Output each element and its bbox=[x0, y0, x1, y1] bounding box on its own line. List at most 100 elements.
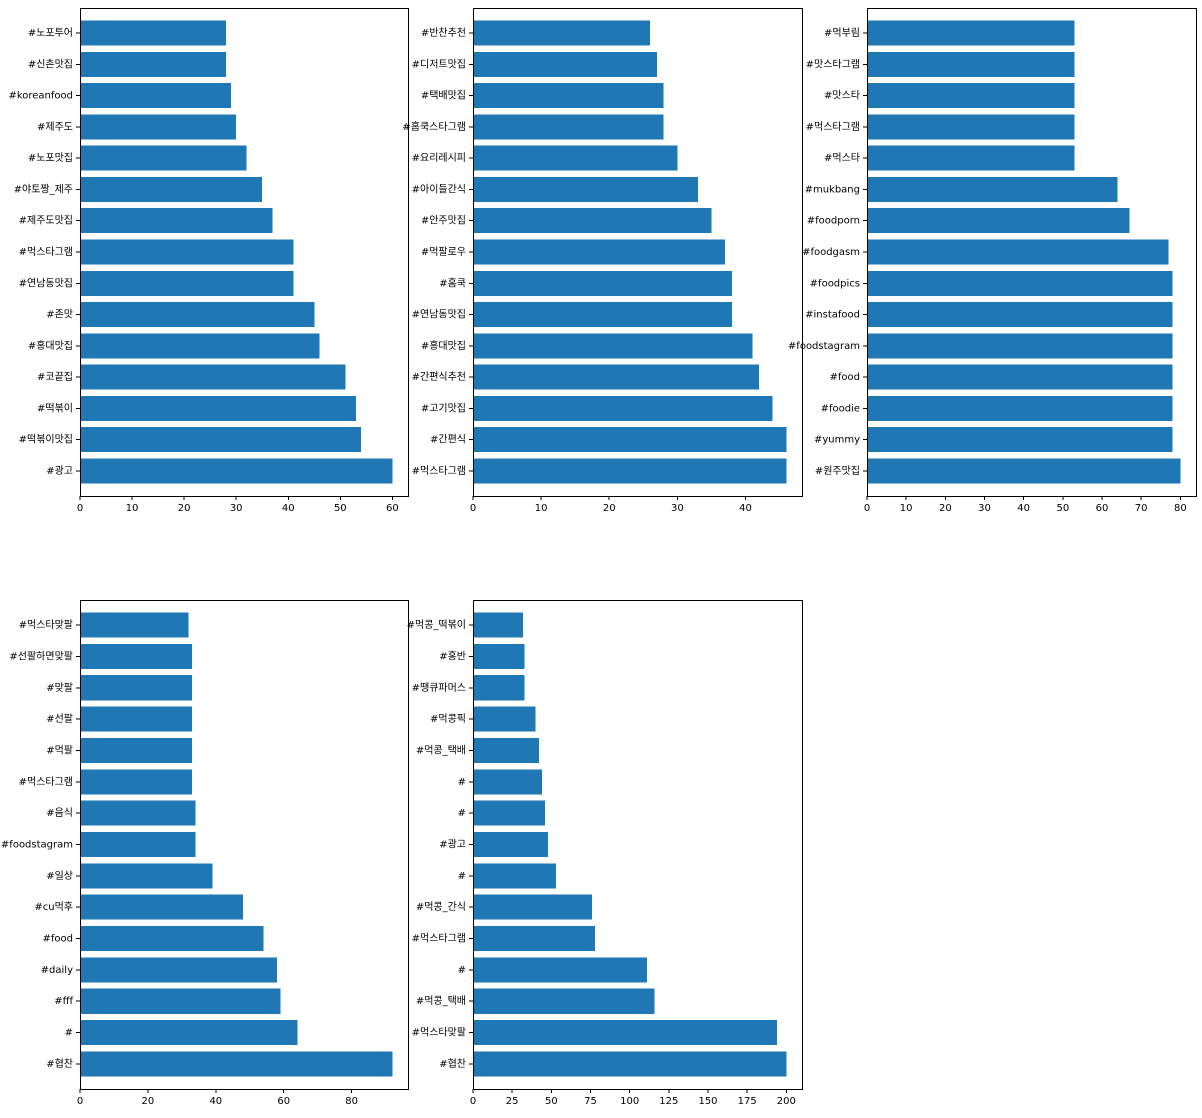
chart-panels: #광고 #떡볶이맛집 #떡볶이 #코끝집 #홍대맛집 #존맛 #연남동맛집 #먹스타그램 #제주… bbox=[1, 8, 1197, 1107]
bar bbox=[80, 800, 196, 826]
y-tick-label: #요리레시피 bbox=[412, 152, 466, 164]
chart-panel-1: #광고 #떡볶이맛집 #떡볶이 #코끝집 #홍대맛집 #존맛 #연남동맛집 #먹스타그램 #제주… bbox=[8, 8, 409, 514]
bar bbox=[867, 364, 1173, 390]
y-tick-label: #먹스타그램 bbox=[412, 933, 466, 945]
x-tick-label: 70 bbox=[1135, 503, 1148, 514]
y-tick-label: #daily bbox=[41, 965, 73, 976]
bar bbox=[473, 51, 657, 77]
bar bbox=[80, 926, 264, 952]
bar bbox=[80, 894, 243, 920]
x-tick-label: 50 bbox=[334, 503, 347, 514]
y-tick-label: #떡볶이 bbox=[37, 402, 73, 414]
y-tick-label: #먹스타 bbox=[824, 152, 860, 164]
bar bbox=[80, 395, 356, 421]
bar bbox=[80, 333, 320, 359]
y-tick-label: # bbox=[458, 777, 466, 788]
y-tick-label: #제주도맛집 bbox=[19, 215, 73, 227]
y-tick-label: #안주맛집 bbox=[421, 215, 466, 227]
x-tick-label: 30 bbox=[230, 503, 243, 514]
bar bbox=[80, 643, 193, 669]
y-tick-label: #fff bbox=[54, 996, 73, 1007]
x-tick-label: 125 bbox=[659, 1096, 678, 1107]
y-tick-label: #맛스타 bbox=[824, 90, 860, 102]
y-tick-label: #foodie bbox=[821, 403, 860, 414]
x-tick-label: 60 bbox=[1096, 503, 1109, 514]
bar bbox=[80, 20, 226, 46]
bar bbox=[867, 333, 1173, 359]
y-tick-label: #instafood bbox=[805, 310, 860, 321]
bar bbox=[80, 427, 362, 453]
bar bbox=[473, 302, 732, 328]
y-tick-label: #foodgasm bbox=[802, 247, 860, 258]
y-tick-label: #협찬 bbox=[439, 1057, 466, 1070]
bar bbox=[473, 894, 593, 920]
x-tick-label: 200 bbox=[777, 1096, 796, 1107]
y-tick-label: #홈쿡 bbox=[439, 276, 466, 289]
bar bbox=[473, 737, 539, 763]
plot-frame bbox=[80, 600, 409, 1090]
bar bbox=[80, 1051, 393, 1077]
x-tick-label: 175 bbox=[738, 1096, 757, 1107]
plot-frame bbox=[473, 8, 803, 497]
bar bbox=[80, 364, 346, 390]
x-tick-label: 0 bbox=[470, 503, 476, 514]
x-tick-label: 50 bbox=[545, 1096, 558, 1107]
y-tick-label: #반찬추천 bbox=[421, 27, 466, 39]
bar bbox=[473, 643, 525, 669]
bar bbox=[867, 427, 1173, 453]
x-tick-label: 0 bbox=[77, 1096, 83, 1107]
bar bbox=[867, 176, 1118, 202]
bar bbox=[80, 706, 193, 732]
y-tick-label: #먹콩픽 bbox=[430, 713, 466, 725]
chart-panel-3: #원주맛집 #yummy #foodie #food #foodstagram #inst… bbox=[788, 8, 1197, 514]
y-tick-label: #먹콩_택배 bbox=[416, 995, 466, 1007]
x-tick-label: 40 bbox=[739, 503, 752, 514]
y-tick-label: #먹스타그램 bbox=[806, 121, 860, 133]
y-tick-label: #먹콩_간식 bbox=[416, 901, 466, 913]
x-tick-label: 40 bbox=[209, 1096, 222, 1107]
bar bbox=[473, 208, 712, 234]
bar bbox=[473, 831, 549, 858]
y-tick-label: #음식 bbox=[46, 807, 73, 819]
x-tick-label: 60 bbox=[277, 1096, 290, 1107]
x-tick-label: 25 bbox=[506, 1096, 519, 1107]
x-tick-label: 10 bbox=[900, 503, 913, 514]
bar bbox=[473, 926, 596, 952]
bar bbox=[473, 395, 773, 421]
y-tick-label: #먹스타그램 bbox=[412, 465, 466, 477]
y-tick-label: #먹스타그램 bbox=[19, 776, 73, 788]
y-tick-label: #디저트맛집 bbox=[412, 58, 466, 70]
y-tick-label: #food bbox=[830, 372, 860, 383]
y-tick-label: #food bbox=[43, 934, 73, 945]
x-tick-label: 0 bbox=[864, 503, 870, 514]
bar bbox=[473, 957, 647, 983]
y-tick-label: #간편식추천 bbox=[412, 371, 466, 383]
bar bbox=[80, 831, 196, 858]
bar bbox=[867, 20, 1075, 46]
y-tick-label: #먹팔 bbox=[46, 744, 73, 756]
x-tick-label: 20 bbox=[939, 503, 952, 514]
y-tick-label: #일상 bbox=[46, 870, 73, 882]
x-tick-label: 20 bbox=[178, 503, 191, 514]
y-tick-label: #코끝집 bbox=[37, 371, 73, 383]
x-tick-label: 75 bbox=[584, 1096, 597, 1107]
bar bbox=[80, 176, 263, 202]
y-tick-label: #노포맛집 bbox=[28, 152, 73, 164]
x-tick-label: 40 bbox=[1017, 503, 1030, 514]
chart-panel-5: #협찬 #먹스타맞팔 #먹콩_택배 # #먹스타그램 #먹콩_간식 # #광고 # # #먹콩_택배… bbox=[407, 600, 803, 1107]
bar bbox=[473, 333, 753, 359]
bar bbox=[473, 364, 760, 390]
y-tick-label: #먹스타맞팔 bbox=[412, 1027, 466, 1039]
y-tick-label: #koreanfood bbox=[8, 91, 73, 102]
y-tick-label: #원주맛집 bbox=[815, 465, 860, 477]
bar bbox=[473, 988, 655, 1014]
y-tick-label: #먹스타그램 bbox=[19, 246, 73, 258]
y-tick-label: #foodpics bbox=[810, 278, 860, 289]
bar bbox=[80, 612, 189, 638]
y-tick-label: #홍대맛집 bbox=[28, 339, 73, 352]
y-tick-label: #맞팔 bbox=[46, 682, 73, 694]
chart-panel-2: #먹스타그램 #간편식 #고기맛집 #간편식추천 #홍대맛집 #연남동맛집 #홈쿡 #먹팔로우… bbox=[402, 8, 803, 514]
y-tick-label: #땡큐파머스 bbox=[412, 682, 466, 694]
y-tick-label: #아이들간식 bbox=[412, 183, 466, 195]
